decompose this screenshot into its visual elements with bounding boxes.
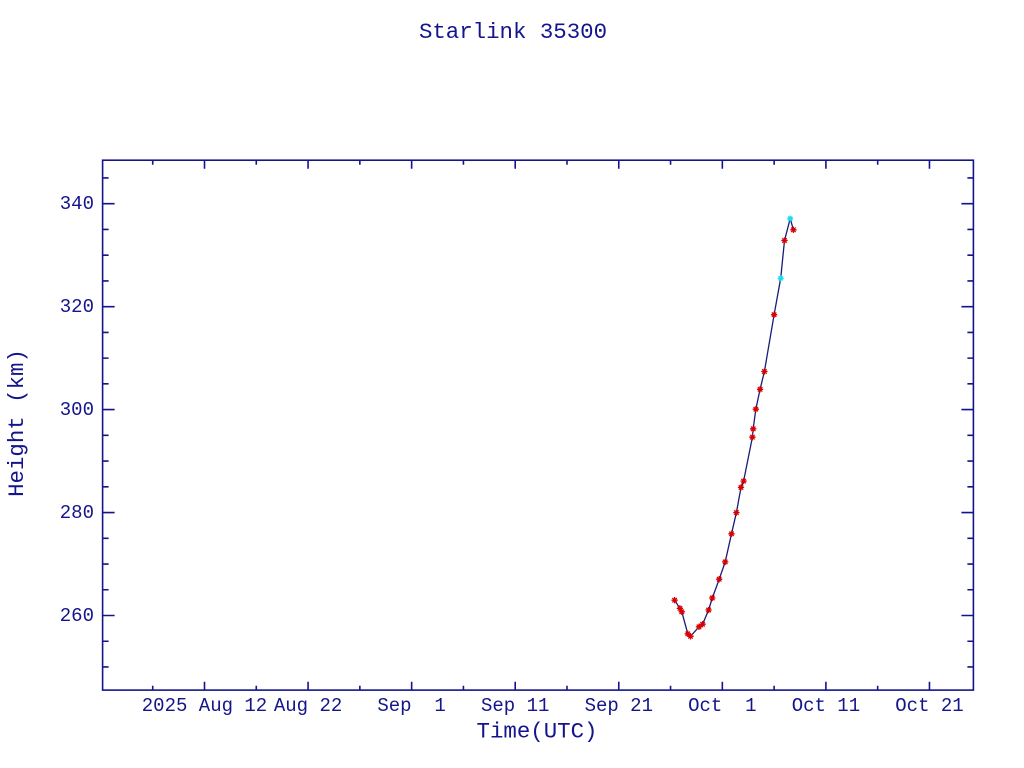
svg-text:Oct 1: Oct 1 (688, 695, 756, 717)
svg-text:Sep 11: Sep 11 (481, 695, 549, 717)
svg-text:Oct 11: Oct 11 (792, 695, 860, 717)
svg-text:Time(UTC): Time(UTC) (477, 718, 598, 744)
svg-text:Oct 21: Oct 21 (895, 695, 963, 717)
svg-text:280: 280 (60, 502, 94, 524)
svg-text:320: 320 (60, 296, 94, 318)
svg-text:260: 260 (60, 605, 94, 627)
svg-text:2025 Aug 12: 2025 Aug 12 (142, 695, 267, 717)
svg-text:Sep 21: Sep 21 (585, 695, 653, 717)
svg-text:Height (km): Height (km) (4, 349, 30, 497)
svg-text:Starlink 35300: Starlink 35300 (419, 19, 607, 45)
svg-text:340: 340 (60, 193, 94, 215)
svg-text:Sep 1: Sep 1 (377, 695, 445, 717)
svg-text:Aug 22: Aug 22 (274, 695, 342, 717)
svg-text:300: 300 (60, 399, 94, 421)
